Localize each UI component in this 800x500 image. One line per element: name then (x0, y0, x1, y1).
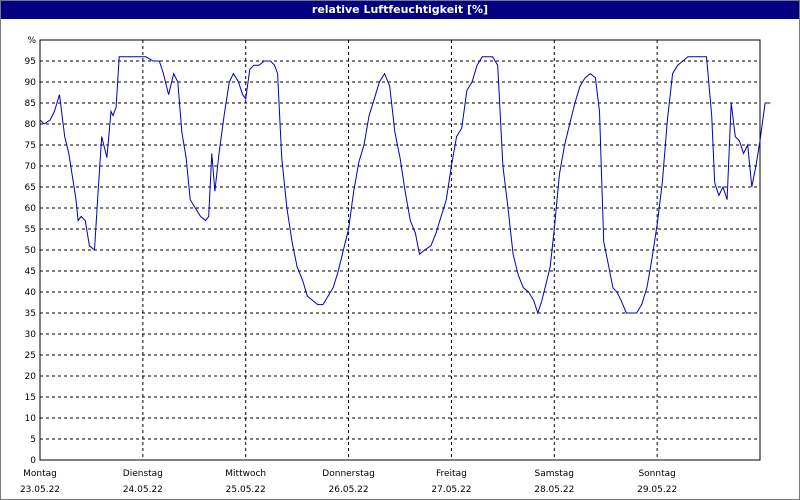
x-tick-day-label: Dienstag (123, 469, 163, 479)
y-tick-label: 40 (25, 288, 37, 298)
y-tick-label: 35 (25, 309, 36, 319)
y-tick-label: 5 (30, 435, 36, 445)
x-axis-ticks: Montag 23.05.22 Dienstag 24.05.22 Mittwoch 25… (20, 469, 677, 495)
x-tick-date-label: 29.05.22 (637, 485, 677, 495)
y-tick-label: 55 (25, 225, 36, 235)
x-tick-day-label: Montag (23, 469, 57, 479)
y-tick-label: 0 (30, 456, 36, 466)
x-tick-day-label: Mittwoch (225, 469, 266, 479)
y-tick-label: 60 (25, 204, 37, 214)
x-tick-date-label: 28.05.22 (534, 485, 574, 495)
y-tick-label: 30 (25, 330, 37, 340)
y-tick-label: 45 (25, 267, 36, 277)
x-tick-date-label: 26.05.22 (329, 485, 369, 495)
x-tick-day-label: Samstag (535, 469, 574, 479)
x-tick-date-label: 24.05.22 (123, 485, 163, 495)
grid-lines (40, 40, 760, 460)
y-tick-label: 10 (25, 414, 37, 424)
y-tick-label: 80 (25, 120, 37, 130)
x-tick-day-label: Freitag (436, 469, 467, 479)
y-tick-label: 65 (25, 183, 36, 193)
y-tick-label: 20 (25, 372, 37, 382)
y-axis-ticks: 0 5 10 15 20 25 30 35 40 45 50 55 60 65 70 75 80 85 90 95% (25, 36, 37, 466)
y-tick-label: 85 (25, 99, 36, 109)
y-tick-label: 15 (25, 393, 36, 403)
y-tick-label: 70 (25, 162, 37, 172)
y-tick-label: 50 (25, 246, 37, 256)
x-tick-date-label: 23.05.22 (20, 485, 60, 495)
x-tick-date-label: 27.05.22 (431, 485, 471, 495)
humidity-line (39, 56, 771, 315)
x-tick-day-label: Sonntag (638, 469, 675, 479)
x-tick-day-label: Donnerstag (322, 469, 375, 479)
chart-title: relative Luftfeuchtigkeit [%] (1, 1, 799, 19)
y-tick-label: 75 (25, 141, 36, 151)
y-tick-label: 25 (25, 351, 36, 361)
y-tick-label: 95 (25, 57, 36, 67)
y-unit-label: % (27, 36, 36, 46)
y-tick-label: 90 (25, 78, 37, 88)
x-tick-date-label: 25.05.22 (226, 485, 266, 495)
